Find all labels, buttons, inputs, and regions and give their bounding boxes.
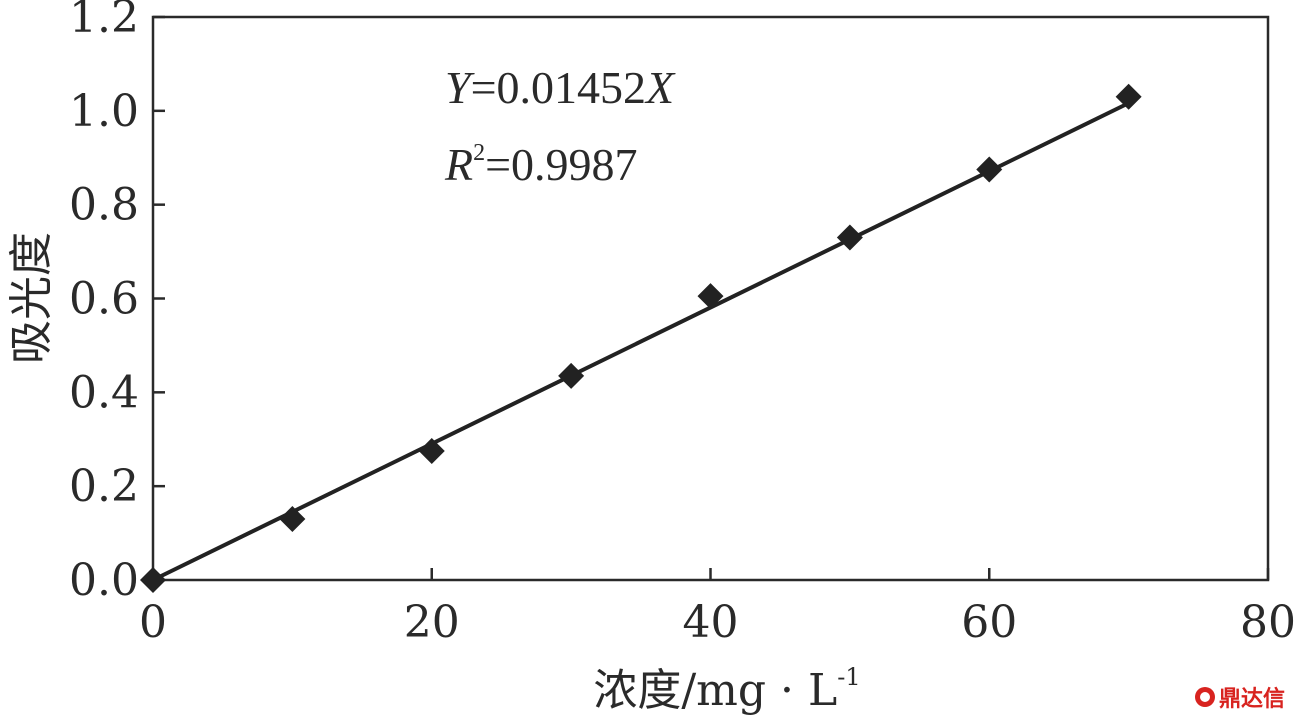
- watermark-logo-icon: [1194, 687, 1215, 707]
- data-point: [1115, 83, 1142, 110]
- y-axis-title: 吸光度: [6, 232, 57, 364]
- y-tick-label: 0.6: [69, 274, 139, 325]
- data-point: [976, 156, 1003, 183]
- x-tick-label: 60: [961, 597, 1017, 648]
- y-tick-label: 0.8: [69, 180, 139, 231]
- y-tick-label: 1.2: [69, 0, 139, 43]
- x-axis-title-text: 浓度/mg · L: [593, 665, 837, 716]
- fit-line: [152, 101, 1130, 582]
- watermark-text: 鼎达信: [1218, 687, 1285, 712]
- data-point: [836, 224, 863, 251]
- r2-value: =0.9987: [485, 139, 637, 190]
- data-point: [140, 567, 166, 593]
- x-axis-ticks: 0 20 40 60 80: [139, 568, 1295, 648]
- x-tick-label: 20: [404, 597, 460, 648]
- y-tick-label: 0.0: [69, 555, 139, 606]
- equation-x-var: X: [644, 62, 676, 113]
- x-tick-label: 80: [1240, 597, 1295, 648]
- equation-annotation: Y=0.01452X: [445, 62, 676, 113]
- equation-y-var: Y: [445, 62, 475, 113]
- y-tick-label: 0.2: [69, 461, 139, 512]
- series-layer: [140, 83, 1142, 593]
- x-axis-title-sup: -1: [837, 663, 860, 691]
- r2-var: R: [444, 139, 473, 190]
- y-tick-label: 0.4: [69, 367, 139, 418]
- x-tick-label: 0: [139, 597, 167, 648]
- equation-expression: =0.01452: [471, 62, 646, 113]
- data-point: [279, 506, 306, 533]
- x-tick-label: 40: [683, 597, 739, 648]
- data-point: [697, 283, 724, 310]
- y-axis-ticks: 0.0 0.2 0.4 0.6 0.8 1.0 1.2: [69, 0, 165, 606]
- y-tick-label: 1.0: [69, 86, 139, 137]
- r2-annotation: R2=0.9987: [444, 139, 638, 190]
- data-point: [558, 362, 585, 389]
- r2-sup: 2: [473, 140, 485, 166]
- data-point: [418, 437, 445, 464]
- x-axis-title: 浓度/mg · L-1: [593, 663, 860, 716]
- watermark: 鼎达信: [1194, 681, 1285, 713]
